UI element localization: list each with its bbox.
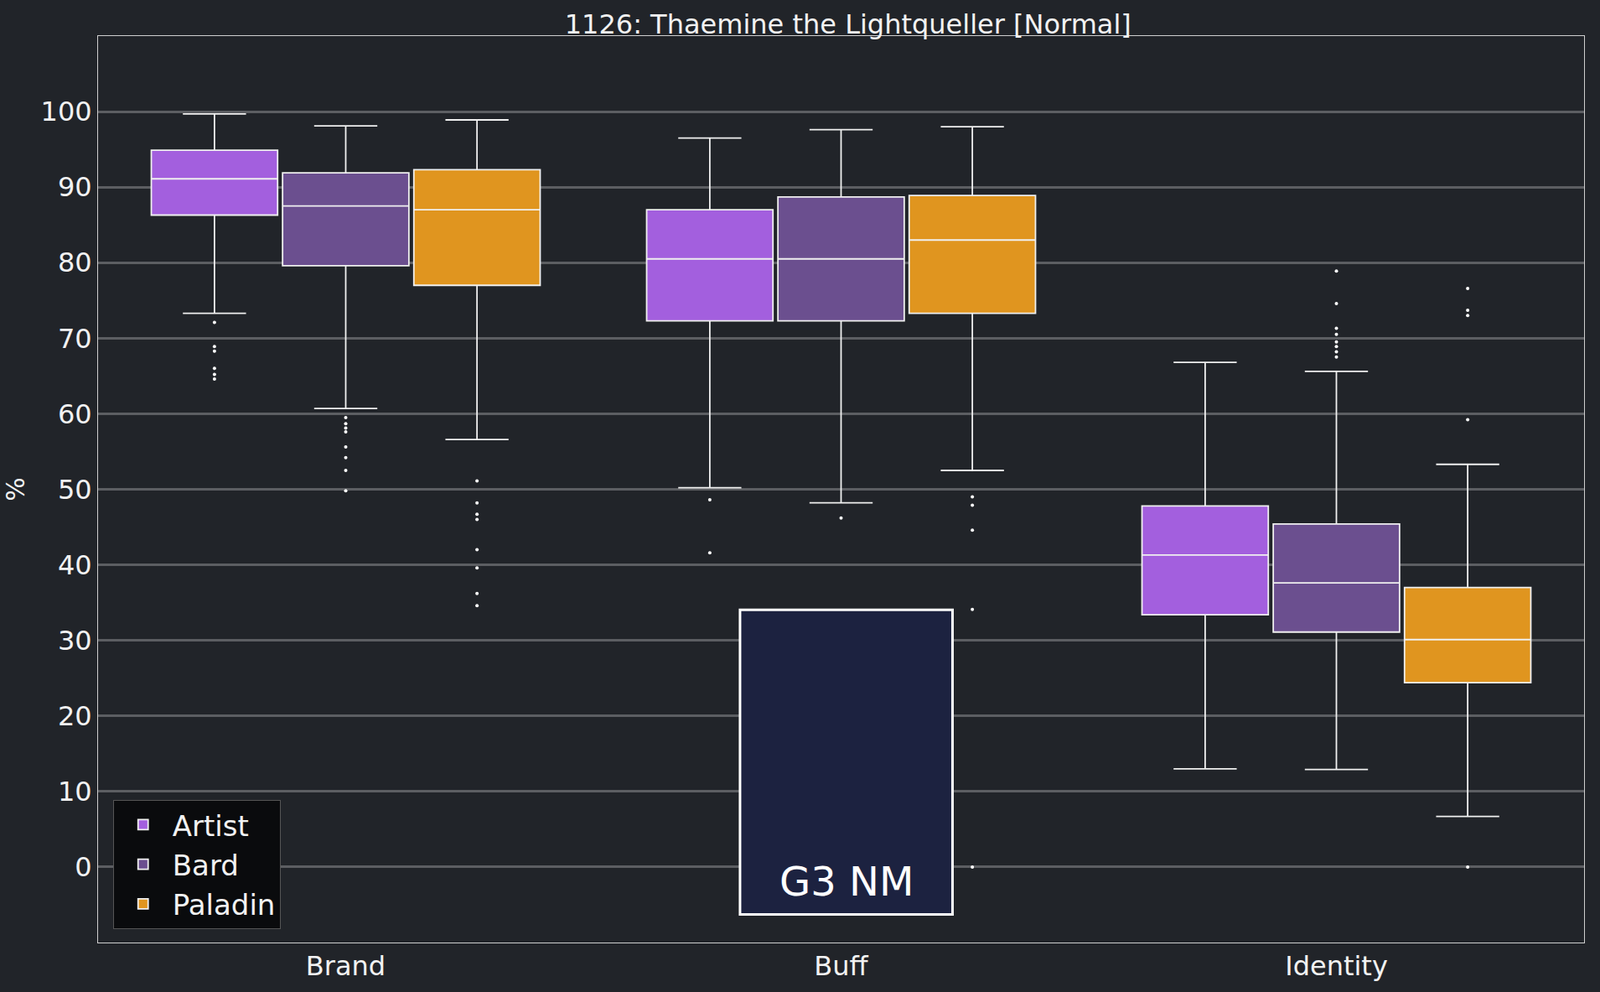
svg-text:G3 NM: G3 NM [779, 857, 914, 905]
svg-text:80: 80 [57, 246, 93, 279]
svg-text:Brand: Brand [305, 949, 386, 982]
svg-text:50: 50 [57, 473, 93, 506]
svg-text:Paladin: Paladin [172, 887, 276, 922]
svg-text:40: 40 [57, 548, 93, 581]
svg-text:70: 70 [57, 322, 93, 355]
svg-text:60: 60 [57, 398, 93, 430]
svg-text:30: 30 [57, 624, 93, 657]
svg-text:0: 0 [74, 850, 92, 883]
svg-text:1126: Thaemine the Lightquelle: 1126: Thaemine the Lightqueller [Normal] [564, 8, 1132, 41]
svg-text:Identity: Identity [1284, 949, 1388, 982]
svg-text:%: % [0, 476, 31, 502]
svg-text:Bard: Bard [172, 848, 239, 882]
svg-text:20: 20 [57, 699, 93, 732]
svg-text:10: 10 [57, 775, 93, 808]
svg-text:90: 90 [57, 170, 93, 203]
svg-text:Artist: Artist [172, 808, 249, 843]
svg-text:Buff: Buff [813, 949, 869, 982]
svg-text:100: 100 [41, 95, 93, 128]
